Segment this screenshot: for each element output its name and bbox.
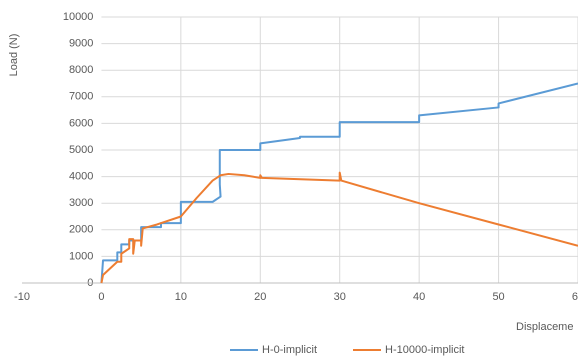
x-axis-label: Displaceme [516, 321, 573, 333]
y-tick-label: 4000 [69, 171, 93, 183]
x-tick-label: 40 [413, 291, 425, 303]
y-tick-label: 1000 [69, 250, 93, 262]
y-tick-label: 2000 [69, 224, 93, 236]
legend-label: H-0-implicit [262, 344, 317, 356]
y-axis-label: Load (N) [8, 34, 20, 77]
y-tick-label: 9000 [69, 38, 93, 50]
legend-label: H-10000-implicit [385, 344, 464, 356]
y-tick-label: 7000 [69, 91, 93, 103]
y-tick-label: 8000 [69, 64, 93, 76]
data-line [100, 171, 578, 284]
y-tick-label: 6000 [69, 117, 93, 129]
x-tick-label: -10 [14, 291, 30, 303]
x-tick-label: 10 [175, 291, 187, 303]
x-tick-label: 50 [492, 291, 504, 303]
x-tick-label: 6 [572, 291, 578, 303]
x-tick-label: 0 [98, 291, 104, 303]
x-tick-label: 30 [334, 291, 346, 303]
y-tick-label: 3000 [69, 197, 93, 209]
data-line [100, 82, 578, 284]
y-tick-label: 5000 [69, 144, 93, 156]
y-tick-label: 10000 [63, 11, 94, 23]
x-tick-label: 20 [254, 291, 266, 303]
